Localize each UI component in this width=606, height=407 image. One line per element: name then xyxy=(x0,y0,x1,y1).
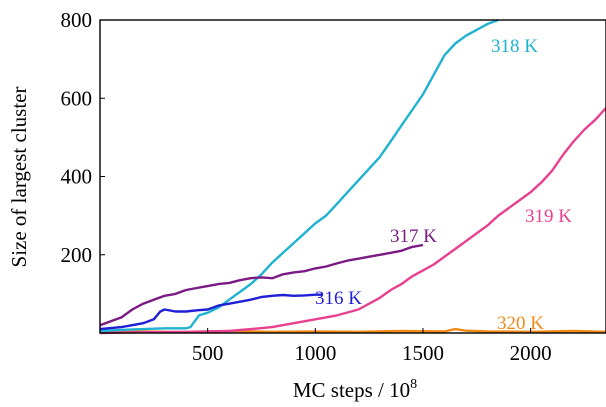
series-labels: 316 K 317 K 318 K 319 K 320 K xyxy=(315,36,572,334)
x-tick-label: 2000 xyxy=(510,341,552,365)
axis-ticks: 500 1000 1500 2000 200 400 600 800 xyxy=(61,8,552,365)
series-label-319-k: 319 K xyxy=(525,206,572,227)
x-axis-title: MC steps / 108 xyxy=(293,377,417,402)
y-tick-label: 600 xyxy=(61,86,93,110)
series-line-319-k xyxy=(99,107,606,335)
series-label-318-k: 318 K xyxy=(491,36,538,57)
plot-frame xyxy=(99,19,606,334)
y-tick-label: 400 xyxy=(61,165,93,189)
series-label-320-k: 320 K xyxy=(497,313,544,334)
y-tick-label: 200 xyxy=(61,243,93,267)
y-tick-label: 800 xyxy=(61,8,93,32)
series-line-318-k xyxy=(99,18,499,333)
series-lines xyxy=(99,18,606,335)
y-axis-title: Size of largest cluster xyxy=(7,87,31,268)
series-label-316-k: 316 K xyxy=(315,288,362,309)
series-line-317-k xyxy=(99,243,424,327)
x-tick-label: 1500 xyxy=(402,341,444,365)
x-tick-label: 1000 xyxy=(294,341,336,365)
series-label-317-k: 317 K xyxy=(390,226,437,247)
x-tick-label: 500 xyxy=(192,341,224,365)
series-line-316-k xyxy=(99,293,322,331)
x-axis-title-exponent: 8 xyxy=(410,377,417,392)
